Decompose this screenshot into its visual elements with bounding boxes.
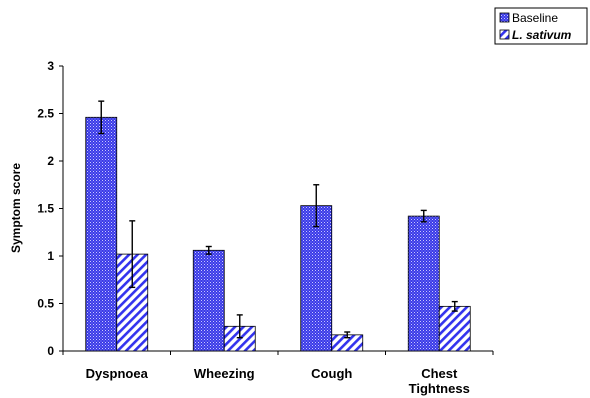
bars bbox=[85, 116, 471, 352]
legend-swatch-l-sativum bbox=[499, 29, 510, 40]
error-bar bbox=[313, 184, 320, 228]
category-label: Cough bbox=[311, 366, 352, 381]
legend-label-l-sativum: L. sativum bbox=[512, 28, 572, 42]
category-label-line: Tightness bbox=[409, 381, 470, 396]
y-tick-label: 0.5 bbox=[37, 297, 54, 311]
y-tick-label: 2 bbox=[47, 154, 54, 168]
bar-baseline bbox=[85, 116, 118, 352]
legend-label-baseline: Baseline bbox=[512, 11, 558, 25]
error-bar bbox=[344, 331, 351, 339]
error-bars bbox=[98, 100, 458, 339]
y-tick-label: 0 bbox=[47, 344, 54, 358]
error-bar bbox=[420, 209, 427, 223]
bar-l-sativum bbox=[438, 305, 471, 352]
legend-box bbox=[494, 7, 588, 45]
category-labels: Dyspnoea Wheezing Cough Chest Tightness bbox=[62, 351, 494, 396]
y-tick-label: 3 bbox=[47, 59, 54, 73]
error-bar bbox=[98, 100, 105, 135]
y-tick-label: 1 bbox=[47, 249, 54, 263]
bar-baseline bbox=[192, 249, 225, 352]
category-label-line: Cough bbox=[311, 366, 352, 381]
category-label-line: Dyspnoea bbox=[86, 366, 149, 381]
error-bar bbox=[451, 300, 458, 312]
bar-baseline bbox=[407, 215, 440, 352]
y-axis-title: Symptom score bbox=[9, 163, 23, 253]
category-label-line: Chest bbox=[421, 366, 458, 381]
category-label-line: Wheezing bbox=[194, 366, 255, 381]
error-bar bbox=[236, 314, 243, 339]
bar-baseline bbox=[300, 205, 333, 352]
legend: Baseline L. sativum bbox=[494, 7, 588, 45]
error-bar bbox=[129, 220, 136, 289]
y-ticks: 0 0.5 1 1.5 2 2.5 3 bbox=[37, 59, 63, 358]
y-tick-label: 1.5 bbox=[37, 202, 54, 216]
category-label: Chest Tightness bbox=[409, 366, 470, 396]
category-label: Dyspnoea bbox=[86, 366, 149, 381]
error-bar bbox=[205, 245, 212, 255]
legend-swatch-baseline bbox=[499, 12, 510, 23]
category-label: Wheezing bbox=[194, 366, 255, 381]
y-tick-label: 2.5 bbox=[37, 107, 54, 121]
